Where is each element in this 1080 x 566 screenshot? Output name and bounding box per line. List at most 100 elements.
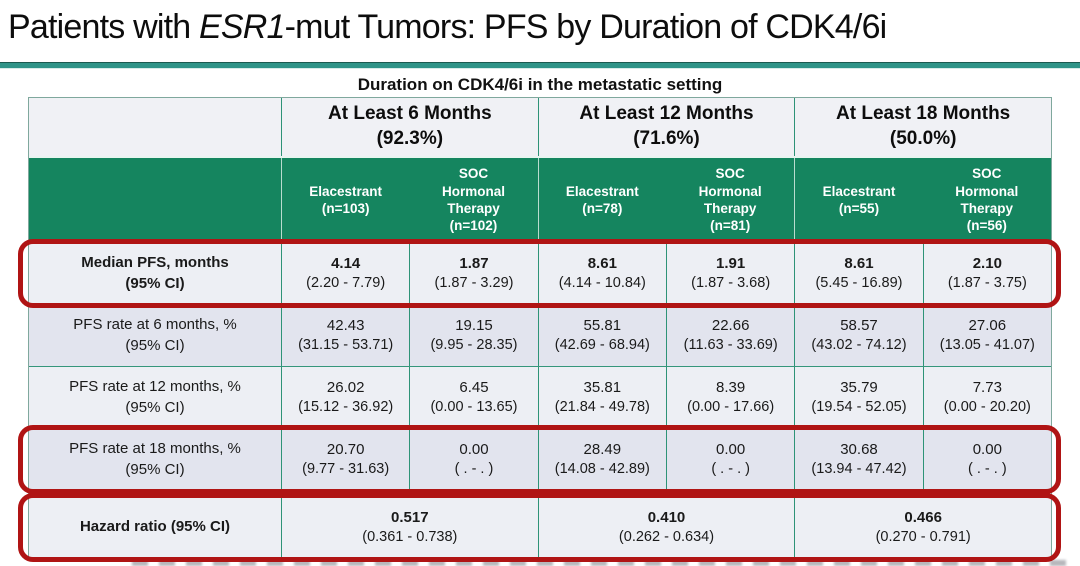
value-cell: 55.81 (42.69 - 68.94) — [537, 305, 666, 366]
row-label-cell: Hazard ratio (95% CI) — [29, 497, 281, 558]
cell-value: 0.00 — [716, 440, 746, 458]
value-cell: 35.79 (19.54 - 52.05) — [794, 367, 922, 428]
cell-value: 0.00 — [459, 440, 489, 458]
cell-ci: (42.69 - 68.94) — [554, 336, 650, 353]
group-label: At Least 6 Months — [328, 103, 492, 125]
cell-value: 0.410 — [647, 508, 686, 526]
row-label-cell: Median PFS, months (95% CI) — [29, 243, 281, 304]
row-label: Hazard ratio (95% CI) — [79, 518, 231, 536]
cell-value: 7.73 — [972, 378, 1002, 396]
cell-value: 58.57 — [840, 316, 878, 334]
table-row-pfs-12mo: PFS rate at 12 months, % (95% CI) 26.02 … — [29, 366, 1051, 428]
arm-header-soc-12mo: SOC Hormonal Therapy (n=81) — [666, 158, 794, 242]
arm-n: (n=103) — [321, 201, 370, 216]
arm-header-soc-18mo: SOC Hormonal Therapy (n=56) — [923, 158, 1051, 242]
hazard-cell-12mo: 0.410 (0.262 - 0.634) — [537, 497, 795, 558]
cell-ci: (2.20 - 7.79) — [306, 274, 386, 291]
cell-ci: (13.05 - 41.07) — [939, 336, 1035, 353]
row-sublabel: (95% CI) — [125, 398, 185, 416]
cell-value: 27.06 — [968, 316, 1007, 334]
value-cell: 28.49 (14.08 - 42.89) — [537, 429, 666, 490]
cell-value: 30.68 — [840, 440, 878, 458]
arm-header-elacestrant-6mo: Elacestrant (n=103) — [281, 158, 409, 242]
row-label-cell: PFS rate at 18 months, % (95% CI) — [29, 429, 281, 490]
cell-value: 1.87 — [459, 254, 489, 272]
row-label-cell: PFS rate at 6 months, % (95% CI) — [29, 305, 281, 366]
arm-header-empty-cell — [29, 158, 281, 242]
arm-name: Elacestrant — [822, 183, 896, 199]
row-label: PFS rate at 6 months, % — [73, 316, 237, 334]
value-cell: 8.61 (4.14 - 10.84) — [537, 243, 666, 304]
cell-ci: (43.02 - 74.12) — [811, 336, 907, 353]
cell-ci: ( . - . ) — [454, 460, 494, 477]
corner-cell — [29, 98, 281, 156]
value-cell: 1.91 (1.87 - 3.68) — [665, 243, 794, 304]
hazard-cell-6mo: 0.517 (0.361 - 0.738) — [281, 497, 538, 558]
value-cell: 0.00 ( . - . ) — [922, 429, 1051, 490]
cell-ci: (13.94 - 47.42) — [811, 460, 907, 477]
cell-ci: (31.15 - 53.71) — [298, 336, 394, 353]
group-percent: (92.3%) — [376, 128, 444, 149]
cell-ci: ( . - . ) — [967, 460, 1007, 477]
cell-ci: (0.262 - 0.634) — [618, 528, 715, 545]
cell-ci: (0.270 - 0.791) — [875, 528, 971, 545]
arm-n: (n=78) — [582, 201, 623, 216]
table-row-hazard-ratio: Hazard ratio (95% CI) 0.517 (0.361 - 0.7… — [18, 493, 1061, 562]
arm-header-row: Elacestrant (n=103) SOC Hormonal Therapy… — [29, 156, 1051, 242]
group-label: At Least 12 Months — [579, 103, 754, 125]
arm-name: SOC Hormonal Therapy — [441, 166, 505, 216]
arm-header-elacestrant-12mo: Elacestrant (n=78) — [537, 158, 666, 242]
cell-value: 0.00 — [972, 440, 1002, 458]
arm-name: SOC Hormonal Therapy — [698, 166, 762, 216]
table-row-pfs-18mo: PFS rate at 18 months, % (95% CI) 20.70 … — [18, 425, 1061, 494]
cell-value: 28.49 — [583, 440, 622, 458]
cell-value: 8.61 — [587, 254, 617, 272]
cell-value: 42.43 — [326, 316, 365, 334]
cell-value: 19.15 — [455, 316, 493, 334]
value-cell: 7.73 (0.00 - 20.20) — [922, 367, 1051, 428]
cell-value: 6.45 — [459, 378, 489, 396]
group-percent: (50.0%) — [889, 128, 957, 149]
value-cell: 0.00 ( . - . ) — [665, 429, 794, 490]
cell-ci: (11.63 - 33.69) — [683, 336, 778, 353]
cell-value: 8.61 — [844, 254, 874, 272]
value-cell: 27.06 (13.05 - 41.07) — [922, 305, 1051, 366]
value-cell: 22.66 (11.63 - 33.69) — [665, 305, 794, 366]
group-header-12-months: At Least 12 Months (71.6%) — [537, 98, 795, 156]
value-cell: 2.10 (1.87 - 3.75) — [922, 243, 1051, 304]
group-label: At Least 18 Months — [836, 103, 1011, 125]
cell-value: 1.91 — [716, 254, 746, 272]
results-table: At Least 6 Months (92.3%) At Least 12 Mo… — [18, 97, 1061, 562]
value-cell: 35.81 (21.84 - 49.78) — [537, 367, 666, 428]
row-label: PFS rate at 12 months, % — [69, 378, 241, 396]
row-label: PFS rate at 18 months, % — [69, 440, 241, 458]
value-cell: 20.70 (9.77 - 31.63) — [281, 429, 409, 490]
arm-n: (n=81) — [710, 218, 751, 234]
cell-value: 8.39 — [716, 378, 746, 396]
arm-n: (n=55) — [838, 201, 880, 216]
cell-value: 55.81 — [583, 316, 622, 334]
cell-ci: (1.87 - 3.75) — [947, 274, 1027, 291]
value-cell: 4.14 (2.20 - 7.79) — [281, 243, 409, 304]
cell-value: 0.466 — [904, 508, 942, 526]
cell-ci: (9.95 - 28.35) — [430, 336, 518, 353]
cell-ci: (14.08 - 42.89) — [554, 460, 650, 477]
group-percent: (71.6%) — [633, 128, 700, 149]
cell-ci: (21.84 - 49.78) — [554, 398, 650, 415]
table-caption: Duration on CDK4/6i in the metastatic se… — [357, 75, 723, 94]
value-cell: 42.43 (31.15 - 53.71) — [281, 305, 409, 366]
title-divider — [0, 62, 1080, 69]
arm-header-elacestrant-18mo: Elacestrant (n=55) — [794, 158, 922, 242]
value-cell: 58.57 (43.02 - 74.12) — [794, 305, 922, 366]
cell-ci: (0.00 - 17.66) — [687, 398, 775, 415]
cell-ci: (15.12 - 36.92) — [298, 398, 394, 415]
cell-value: 20.70 — [326, 440, 365, 458]
cell-ci: (9.77 - 31.63) — [302, 460, 390, 477]
table-row-median-pfs: Median PFS, months (95% CI) 4.14 (2.20 -… — [18, 239, 1061, 308]
row-label-cell: PFS rate at 12 months, % (95% CI) — [29, 367, 281, 428]
arm-header-soc-6mo: SOC Hormonal Therapy (n=102) — [409, 158, 537, 242]
arm-name: SOC Hormonal Therapy — [955, 166, 1019, 216]
hazard-cell-18mo: 0.466 (0.270 - 0.791) — [794, 497, 1051, 558]
value-cell: 6.45 (0.00 - 13.65) — [409, 367, 537, 428]
